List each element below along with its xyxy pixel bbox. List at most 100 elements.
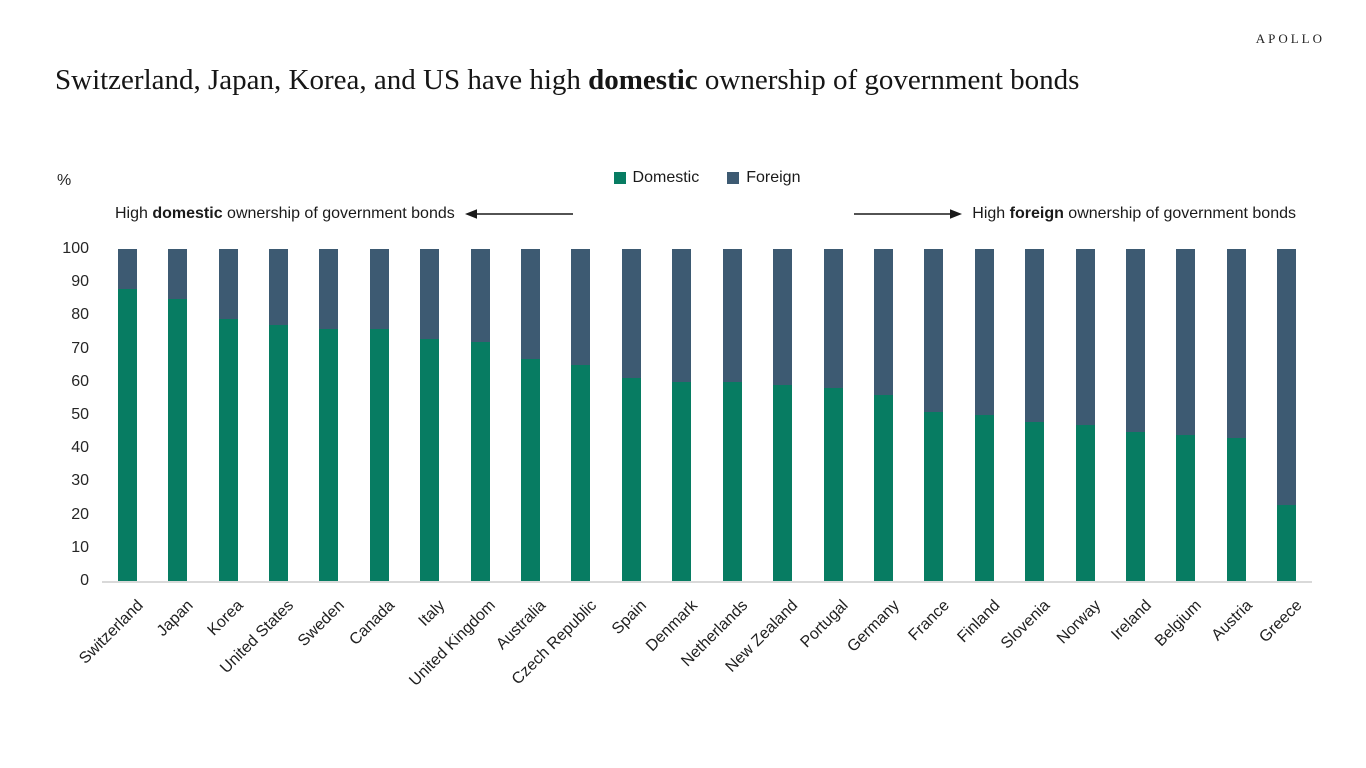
bar-segment-domestic: [420, 338, 440, 581]
x-axis-label: Canada: [346, 597, 399, 649]
y-axis-tick-label: 30: [71, 472, 89, 490]
bar-segment-foreign: [369, 249, 389, 329]
bar-segment-domestic: [1176, 434, 1196, 581]
bar-australia: [521, 249, 541, 581]
bar-segment-foreign: [672, 249, 692, 382]
legend-label-foreign: Foreign: [746, 169, 801, 186]
y-axis-tick-label: 80: [71, 306, 89, 324]
bar-segment-foreign: [924, 249, 944, 412]
y-axis-tick-label: 90: [71, 273, 89, 291]
bar-segment-foreign: [1075, 249, 1095, 425]
bar-segment-domestic: [773, 385, 793, 581]
bar-segment-domestic: [369, 328, 389, 581]
bar-segment-foreign: [168, 249, 188, 299]
bar-segment-domestic: [1075, 424, 1095, 581]
bar-segment-foreign: [722, 249, 742, 382]
x-axis-label: Slovenia: [998, 597, 1054, 653]
annotation-row: High domestic ownership of government bo…: [102, 201, 1312, 227]
bar-segment-domestic: [873, 395, 893, 581]
y-axis-tick-label: 60: [71, 372, 89, 390]
bar-segment-domestic: [218, 318, 238, 581]
bar-segment-foreign: [521, 249, 541, 359]
bar-segment-domestic: [621, 378, 641, 581]
bar-segment-foreign: [823, 249, 843, 389]
bar-korea: [218, 249, 238, 581]
title-text-suffix: ownership of government bonds: [697, 64, 1080, 96]
legend-item-foreign: Foreign: [727, 169, 800, 187]
bar-chart: 0 10 20 30 40 50 60 70 80 90 100 Switzerland Japan Ko…: [62, 240, 1312, 690]
bar-segment-foreign: [420, 249, 440, 339]
annotation-left: High domestic ownership of government bo…: [115, 205, 573, 223]
bar-segment-domestic: [1126, 431, 1146, 581]
bar-segment-domestic: [521, 358, 541, 581]
bar-segment-foreign: [621, 249, 641, 379]
x-axis-label: Greece: [1256, 597, 1306, 647]
bar-segment-foreign: [571, 249, 591, 366]
bar-denmark: [672, 249, 692, 581]
domestic-swatch-icon: [613, 172, 626, 184]
bar-segment-domestic: [924, 411, 944, 581]
x-axis-label: Norway: [1053, 597, 1105, 648]
y-axis-tick-label: 70: [71, 339, 89, 357]
bar-segment-domestic: [268, 325, 288, 581]
x-axis-label: Spain: [609, 597, 651, 638]
x-axis-label: Ireland: [1107, 597, 1155, 644]
bar-segment-foreign: [1025, 249, 1045, 422]
bar-segment-domestic: [319, 328, 339, 581]
x-axis-label: Japan: [153, 597, 197, 640]
bar-germany: [873, 249, 893, 581]
bar-segment-domestic: [974, 415, 994, 581]
bar-segment-foreign: [773, 249, 793, 386]
annotation-right: High foreign ownership of government bon…: [854, 205, 1296, 223]
bar-norway: [1075, 249, 1095, 581]
bar-canada: [369, 249, 389, 581]
bar-czech-republic: [571, 249, 591, 581]
y-axis-tick-label: 40: [71, 439, 89, 457]
bar-segment-foreign: [1176, 249, 1196, 435]
bar-segment-foreign: [319, 249, 339, 329]
arrow-left-icon: [464, 209, 573, 219]
x-axis-label: Germany: [843, 597, 903, 656]
bar-new-zealand: [773, 249, 793, 581]
arrow-right-icon: [854, 209, 963, 219]
y-axis-tick-label: 50: [71, 406, 89, 423]
page-title: Switzerland, Japan, Korea, and US have h…: [55, 64, 1079, 97]
bar-segment-domestic: [722, 381, 742, 581]
bar-slovenia: [1025, 249, 1045, 581]
brand-logo: APOLLO: [1255, 31, 1325, 46]
y-axis-tick-label: 0: [80, 572, 89, 589]
x-axis-label: Finland: [954, 597, 1004, 647]
annotation-right-text: High foreign ownership of government bon…: [972, 205, 1296, 222]
bar-segment-foreign: [218, 249, 238, 319]
bar-segment-foreign: [268, 249, 288, 326]
bar-segment-domestic: [571, 365, 591, 581]
bar-japan: [168, 249, 188, 581]
x-axis-label: Switzerland: [75, 597, 147, 668]
x-axis-label: Korea: [204, 597, 248, 640]
bar-sweden: [319, 249, 339, 581]
bar-ireland: [1126, 249, 1146, 581]
bar-segment-foreign: [1126, 249, 1146, 432]
x-axis-label: Belgium: [1152, 597, 1205, 650]
bar-greece: [1277, 249, 1297, 581]
legend-item-domestic: Domestic: [613, 169, 700, 187]
legend-label-domestic: Domestic: [632, 169, 700, 186]
bar-segment-foreign: [470, 249, 490, 342]
bar-segment-domestic: [168, 298, 188, 581]
bar-spain: [621, 249, 641, 581]
bar-united-states: [268, 249, 288, 581]
bar-segment-foreign: [873, 249, 893, 396]
bar-segment-foreign: [1226, 249, 1246, 439]
foreign-swatch-icon: [727, 172, 740, 184]
bar-italy: [420, 249, 440, 581]
y-axis-tick-label: 100: [62, 240, 89, 257]
y-axis-unit-label: %: [57, 172, 72, 189]
bar-segment-domestic: [672, 381, 692, 581]
x-axis-label: Austria: [1208, 597, 1256, 645]
bar-segment-domestic: [1226, 438, 1246, 581]
bar-united-kingdom: [470, 249, 490, 581]
bar-segment-domestic: [470, 341, 490, 581]
y-axis-tick-label: 10: [71, 538, 89, 556]
bar-finland: [974, 249, 994, 581]
